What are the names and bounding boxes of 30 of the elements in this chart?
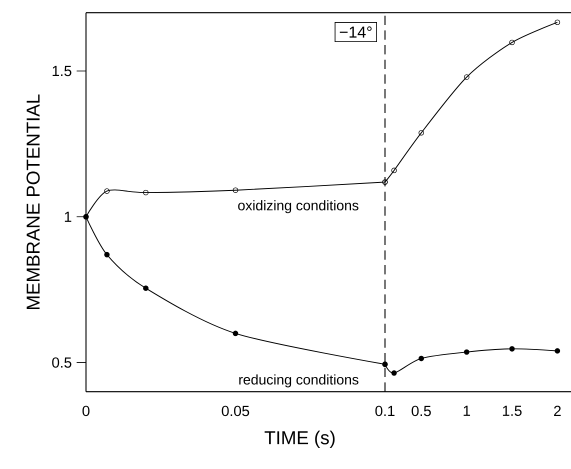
point <box>391 370 397 376</box>
point <box>418 356 424 362</box>
x-tick-label: 1 <box>464 406 470 416</box>
point <box>232 188 238 193</box>
point <box>509 40 515 46</box>
series-label: reducing conditions <box>239 374 358 388</box>
y-tick-label: 1 <box>64 212 72 222</box>
point <box>143 285 149 291</box>
y-tick-label: 0.5 <box>52 357 72 368</box>
y-tick-label: 1.5 <box>52 66 72 76</box>
point <box>464 349 470 355</box>
x-tick-label: 0.1 <box>375 406 394 416</box>
point <box>391 168 397 174</box>
x-tick-label: 1.5 <box>502 406 522 416</box>
point <box>104 252 110 258</box>
point <box>232 330 238 336</box>
point <box>104 188 110 194</box>
y-axis-title: MEMBRANE POTENTIAL <box>26 94 40 310</box>
point <box>143 190 149 196</box>
point <box>418 130 424 136</box>
point <box>464 74 470 80</box>
point <box>554 348 560 354</box>
x-tick-label: 2 <box>554 406 561 416</box>
series-label: oxidizing conditions <box>238 200 358 214</box>
x-tick-label: 0 <box>82 406 90 416</box>
x-axis-title: TIME (s) <box>264 430 335 448</box>
x-tick-label: 0.5 <box>412 406 431 416</box>
point <box>509 346 515 352</box>
annotation: −14° <box>340 26 372 38</box>
x-tick-label: 0.05 <box>222 406 250 416</box>
